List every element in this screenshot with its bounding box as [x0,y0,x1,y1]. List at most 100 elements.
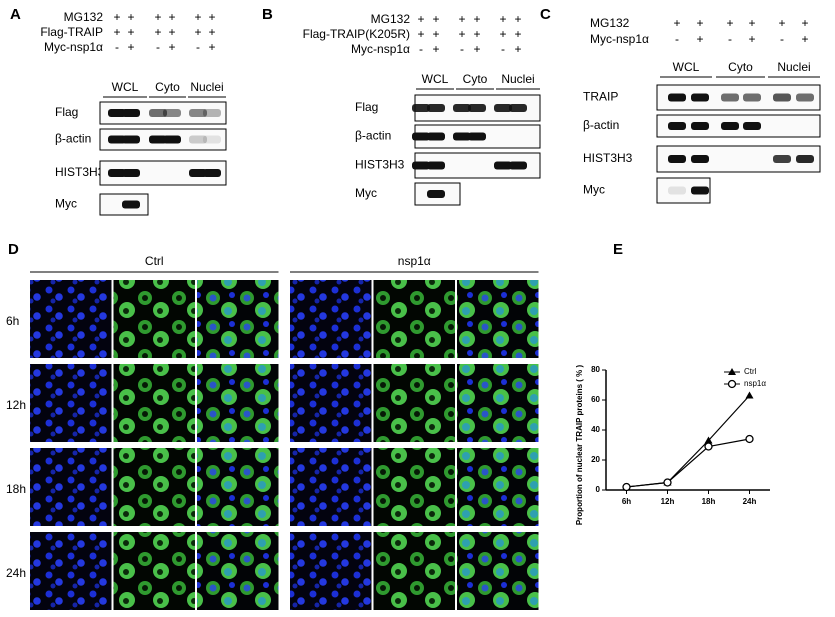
band [453,132,471,141]
band [453,104,471,112]
micrograph [290,280,372,358]
band [149,109,167,117]
treatment-sign: + [514,12,521,26]
condition-label: nsp1α [398,254,431,268]
treatment-sign: + [113,25,120,39]
band [427,161,445,170]
treatment-sign: + [473,27,480,41]
band [691,155,709,163]
micrograph [113,532,195,610]
band [494,161,512,170]
treatment-sign: + [154,10,161,24]
micrograph [373,364,455,442]
band [163,109,181,117]
treatment-sign: + [127,25,134,39]
treatment-sign: - [780,32,784,46]
treatment-sign: + [696,16,703,30]
x-tick-label: 6h [622,497,631,506]
panel-label: E [613,241,623,258]
band [691,122,709,130]
treatment-name: MG132 [371,12,411,26]
band [494,104,512,112]
y-tick-label: 60 [591,395,600,404]
band [427,104,445,112]
treatment-sign: + [801,32,808,46]
treatment-sign: - [728,32,732,46]
band [668,93,686,102]
treatment-sign: - [115,40,119,54]
treatment-sign: + [208,25,215,39]
treatment-sign: - [196,40,200,54]
group-label: Nuclei [190,80,223,94]
timepoint-label: 24h [6,566,26,580]
y-tick-label: 20 [591,455,600,464]
series-line [626,395,750,488]
treatment-sign: + [127,10,134,24]
treatment-sign: + [168,40,175,54]
treatment-sign: + [748,32,755,46]
micrograph [30,364,112,442]
treatment-sign: + [778,16,785,30]
point [704,436,713,444]
group-label: Cyto [155,80,180,94]
micrograph [113,364,195,442]
band [189,169,207,177]
band [668,186,686,195]
panel-label: C [540,6,551,23]
treatment-sign: + [208,40,215,54]
blot-label: Myc [355,186,377,200]
group-label: Nuclei [777,60,810,74]
treatment-sign: + [113,10,120,24]
treatment-sign: + [514,42,521,56]
band [796,155,814,163]
x-tick-label: 18h [702,497,716,506]
band [773,155,791,163]
treatment-sign: + [417,12,424,26]
blot-label: β-actin [55,132,91,146]
point [745,391,754,399]
blot-label: β-actin [355,129,391,143]
band [189,109,207,117]
blot-label: Myc [583,183,605,197]
band [122,109,140,117]
band [468,104,486,112]
treatment-sign: + [673,16,680,30]
legend-label: Ctrl [744,367,757,376]
group-label: Cyto [463,72,488,86]
timepoint-label: 6h [6,314,19,328]
band [412,161,430,170]
band [721,122,739,130]
treatment-sign: + [168,10,175,24]
timepoint-label: 18h [6,482,26,496]
micrograph [30,280,112,358]
treatment-name: MG132 [590,16,630,30]
micrograph [30,532,112,610]
y-tick-label: 40 [591,425,600,434]
treatment-sign: + [417,27,424,41]
treatment-sign: + [194,10,201,24]
micrograph [197,280,279,358]
y-axis-label: Proportion of nuclear TRAIP proteins ( %… [575,365,584,526]
treatment-sign: + [514,27,521,41]
treatment-sign: + [499,27,506,41]
treatment-sign: + [473,12,480,26]
point [622,482,631,492]
treatment-name: Myc-nsp1α [590,32,649,46]
treatment-sign: - [501,42,505,56]
band [203,169,221,177]
band [108,109,126,117]
treatment-sign: + [154,25,161,39]
treatment-sign: + [168,25,175,39]
band [108,169,126,177]
panel-label: B [262,6,273,23]
blot-label: Myc [55,197,77,211]
treatment-name: Flag-TRAIP [40,25,103,39]
treatment-sign: + [208,10,215,24]
blot-label: TRAIP [583,90,618,104]
micrograph [30,448,112,526]
micrograph [113,280,195,358]
blot-label: HIST3H3 [55,165,105,179]
panel-label: D [8,241,19,258]
treatment-sign: - [675,32,679,46]
